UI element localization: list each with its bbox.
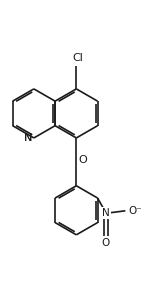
Text: Cl: Cl (72, 53, 83, 63)
Text: O: O (79, 155, 87, 165)
Text: N: N (24, 133, 33, 143)
Text: O⁻: O⁻ (128, 206, 142, 216)
Text: O: O (101, 238, 110, 248)
Text: N: N (102, 208, 110, 218)
Text: N: N (24, 133, 33, 143)
